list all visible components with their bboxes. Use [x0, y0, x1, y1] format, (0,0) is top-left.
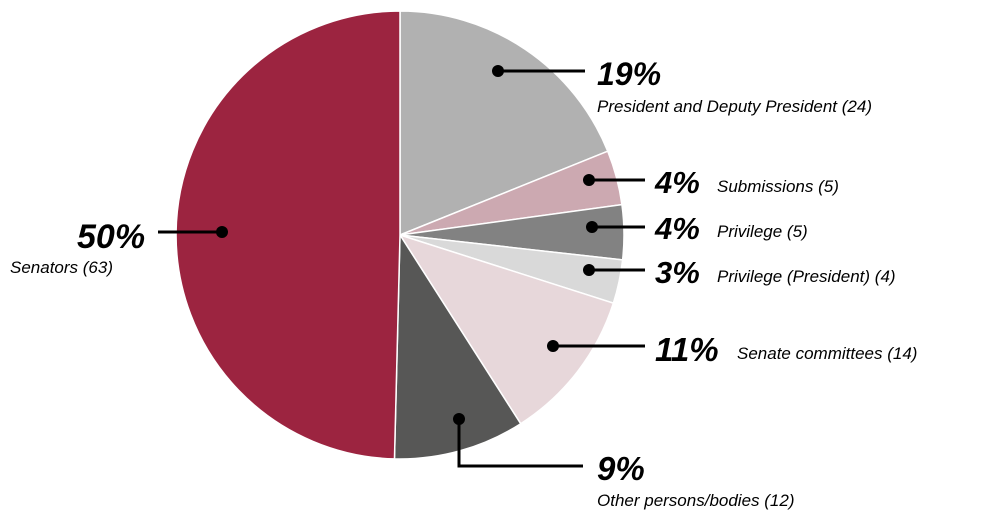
leader-dot-president-and-deputy-president — [492, 65, 504, 77]
leader-dot-senate-committees — [547, 340, 559, 352]
percent-label-privilege: 4% — [654, 211, 700, 246]
percent-label-senate-committees: 11% — [655, 331, 719, 368]
category-label-senators: Senators (63) — [10, 258, 113, 277]
leader-line-other-persons-bodies — [457, 419, 583, 468]
percent-label-president-and-deputy-president: 19% — [597, 56, 661, 92]
slice-labels: 19% President and Deputy President (24) 4%… — [10, 56, 917, 510]
leader-dot-privilege — [586, 221, 598, 233]
leader-dot-other-persons-bodies — [453, 413, 465, 425]
pie-slice-president-and-deputy-president — [399, 10, 609, 237]
category-label-privilege: Privilege (5) — [717, 222, 808, 241]
pie-slice-senate-committees — [398, 233, 615, 425]
category-label-senate-committees: Senate committees (14) — [737, 344, 917, 363]
leader-dot-submissions — [583, 174, 595, 186]
pie-slice-senators — [175, 10, 401, 460]
leader-dot-privilege — [583, 264, 595, 276]
percent-label-senators: 50% — [77, 218, 145, 256]
category-label-president-and-deputy-president: President and Deputy President (24) — [597, 97, 872, 116]
pie-slices — [175, 10, 625, 460]
percent-label-submissions: 4% — [654, 165, 700, 200]
leader-lines — [158, 65, 645, 468]
percent-label-privilege: 3% — [655, 255, 700, 290]
percent-label-other-persons-bodies: 9% — [597, 450, 645, 487]
category-label-submissions: Submissions (5) — [717, 177, 839, 196]
category-label-privilege: Privilege (President) (4) — [717, 267, 896, 286]
leader-dot-senators — [216, 226, 228, 238]
category-label-other-persons-bodies: Other persons/bodies (12) — [597, 491, 795, 510]
